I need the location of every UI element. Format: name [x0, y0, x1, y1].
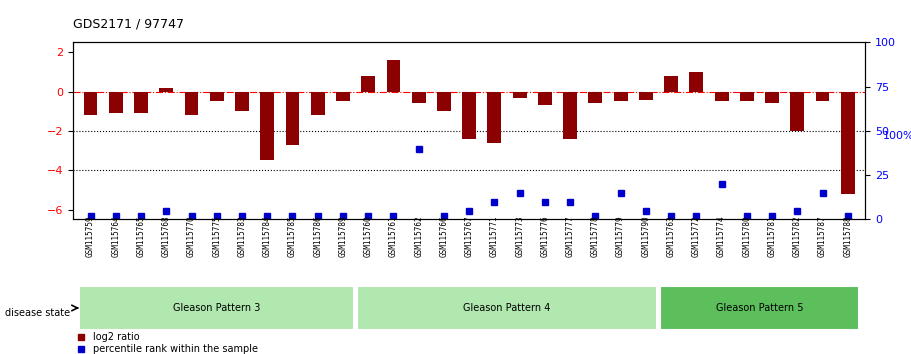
Text: GSM115768: GSM115768 [162, 216, 170, 257]
Bar [487, 92, 501, 143]
Bar [261, 92, 274, 160]
Text: GSM115788: GSM115788 [844, 216, 853, 257]
Text: GSM115785: GSM115785 [288, 216, 297, 257]
Text: GSM115764: GSM115764 [111, 216, 120, 257]
Text: GSM115767: GSM115767 [465, 216, 474, 257]
Bar [513, 92, 527, 98]
Text: GSM115778: GSM115778 [591, 216, 599, 257]
Text: GSM115790: GSM115790 [641, 216, 650, 257]
Text: GSM115762: GSM115762 [415, 216, 424, 257]
Bar [437, 92, 451, 111]
Text: GSM115775: GSM115775 [212, 216, 221, 257]
Bar [639, 92, 653, 99]
FancyBboxPatch shape [79, 286, 354, 330]
Text: GSM115766: GSM115766 [439, 216, 448, 257]
Bar [614, 92, 628, 102]
Text: GSM115774: GSM115774 [717, 216, 726, 257]
Text: GSM115760: GSM115760 [363, 216, 373, 257]
Text: GDS2171 / 97747: GDS2171 / 97747 [73, 18, 184, 31]
FancyBboxPatch shape [660, 286, 859, 330]
Text: log2 ratio: log2 ratio [93, 332, 139, 342]
Text: GSM115773: GSM115773 [515, 216, 524, 257]
Bar [791, 92, 804, 131]
Text: GSM115784: GSM115784 [262, 216, 271, 257]
Bar [690, 72, 703, 92]
Text: GSM115789: GSM115789 [339, 216, 347, 257]
Text: percentile rank within the sample: percentile rank within the sample [93, 344, 258, 354]
Text: disease state: disease state [5, 308, 69, 318]
Bar [386, 60, 400, 92]
Bar [285, 92, 300, 145]
Text: Gleason Pattern 3: Gleason Pattern 3 [173, 303, 261, 313]
Text: GSM115782: GSM115782 [793, 216, 802, 257]
Bar [841, 92, 855, 194]
Text: GSM115786: GSM115786 [313, 216, 322, 257]
Bar [740, 92, 753, 102]
FancyBboxPatch shape [357, 286, 657, 330]
Text: GSM115759: GSM115759 [86, 216, 95, 257]
Bar [108, 92, 123, 113]
Bar [538, 92, 552, 105]
Text: GSM115765: GSM115765 [137, 216, 146, 257]
Text: GSM115777: GSM115777 [566, 216, 575, 257]
Bar [210, 92, 224, 102]
Bar [185, 92, 199, 115]
Bar [563, 92, 577, 139]
Bar [664, 76, 678, 92]
Bar [336, 92, 350, 102]
Y-axis label: 100%: 100% [883, 131, 911, 141]
Bar [159, 88, 173, 92]
Text: GSM115772: GSM115772 [691, 216, 701, 257]
Text: Gleason Pattern 5: Gleason Pattern 5 [716, 303, 804, 313]
Bar [765, 92, 779, 103]
Bar [589, 92, 602, 103]
Bar [362, 76, 375, 92]
Bar [714, 92, 729, 102]
Bar [84, 92, 97, 115]
Bar [235, 92, 249, 111]
Bar [134, 92, 148, 113]
Bar [311, 92, 324, 115]
Text: GSM115761: GSM115761 [389, 216, 398, 257]
Text: GSM115776: GSM115776 [540, 216, 549, 257]
Text: GSM115779: GSM115779 [616, 216, 625, 257]
Text: GSM115783: GSM115783 [238, 216, 247, 257]
Text: GSM115787: GSM115787 [818, 216, 827, 257]
Text: GSM115781: GSM115781 [768, 216, 776, 257]
Text: Gleason Pattern 4: Gleason Pattern 4 [464, 303, 551, 313]
Bar [412, 92, 425, 103]
Text: GSM115780: GSM115780 [742, 216, 752, 257]
Bar [462, 92, 476, 139]
Text: GSM115771: GSM115771 [490, 216, 499, 257]
Text: GSM115770: GSM115770 [187, 216, 196, 257]
Bar [815, 92, 830, 102]
Text: GSM115763: GSM115763 [667, 216, 676, 257]
